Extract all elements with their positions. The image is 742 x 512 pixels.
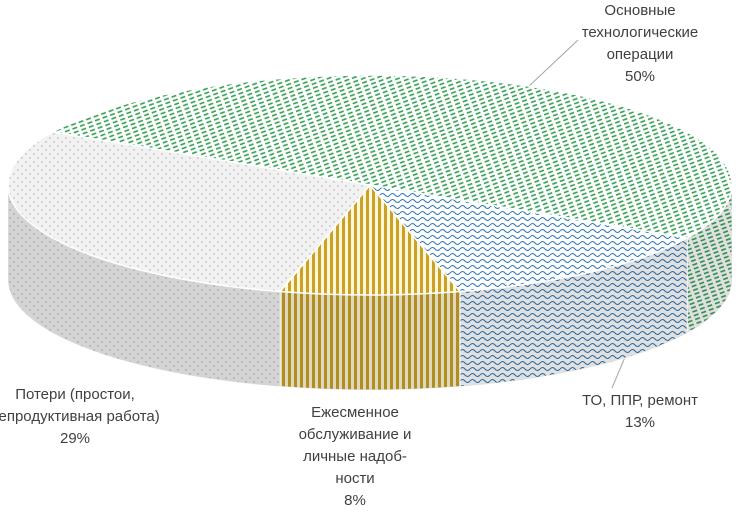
side-shade	[8, 185, 280, 387]
pie-canvas	[7, 39, 733, 391]
value-label: 8%	[344, 492, 366, 509]
category-label: Потери (простои, непродуктивная работа)	[0, 386, 160, 425]
value-label: 50%	[624, 68, 656, 85]
side-shade	[279, 291, 461, 390]
category-label: Ежесменное обслуживание и личные надоб-н…	[298, 404, 412, 487]
data-label: Ежесменное обслуживание и личные надоб-н…	[285, 402, 425, 512]
value-label: 29%	[59, 430, 91, 447]
pie-slice	[278, 183, 462, 296]
value-label: 13%	[624, 414, 656, 431]
side-shade	[687, 185, 732, 333]
side-shade	[460, 237, 688, 387]
category-label: Основные технологические операции	[581, 2, 699, 63]
pie-slice	[7, 131, 372, 293]
data-label: ТО, ППР, ремонт 13%	[555, 390, 725, 434]
side-faces	[7, 184, 733, 391]
data-label: Потери (простои, непродуктивная работа) 2…	[0, 384, 160, 450]
pie-slice	[50, 74, 733, 239]
category-label: ТО, ППР, ремонт	[581, 392, 699, 409]
data-label: Основные технологические операции 50%	[555, 0, 725, 88]
leader-line	[526, 39, 579, 89]
pie-slice	[368, 183, 690, 293]
top-faces	[7, 74, 733, 296]
